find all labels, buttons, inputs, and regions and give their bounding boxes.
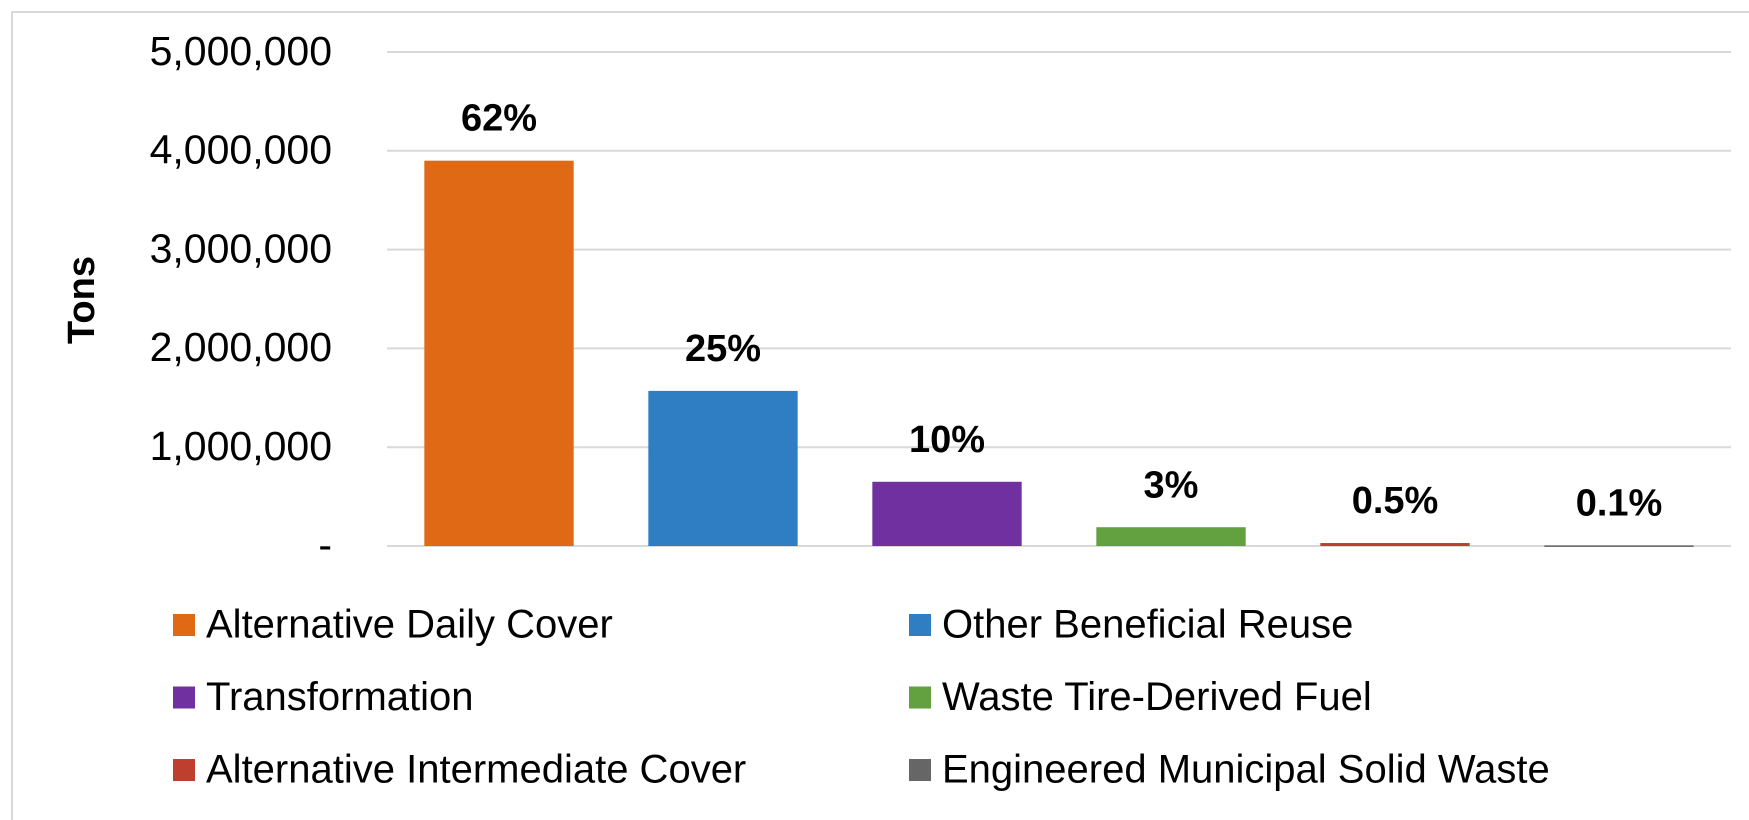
data-label: 25% bbox=[685, 328, 761, 370]
y-axis-label: Tons bbox=[61, 256, 103, 344]
bar bbox=[1320, 543, 1470, 546]
bar bbox=[1544, 545, 1694, 547]
legend-swatch bbox=[909, 759, 931, 781]
bar bbox=[424, 160, 574, 546]
y-tick-label: 5,000,000 bbox=[150, 28, 332, 74]
bar bbox=[872, 481, 1022, 546]
legend-label: Transformation bbox=[206, 675, 474, 719]
legend-swatch bbox=[173, 686, 195, 709]
y-tick-label: 3,000,000 bbox=[150, 225, 332, 271]
data-label: 3% bbox=[1144, 464, 1199, 506]
legend-label: Waste Tire-Derived Fuel bbox=[942, 675, 1372, 719]
legend-swatch bbox=[909, 614, 931, 636]
data-label: 10% bbox=[909, 419, 985, 461]
y-tick-label: - bbox=[318, 522, 332, 568]
legend-label: Engineered Municipal Solid Waste bbox=[942, 748, 1550, 792]
bar bbox=[648, 390, 798, 546]
legend-swatch bbox=[909, 686, 931, 709]
data-label: 62% bbox=[461, 98, 537, 140]
legend-swatch bbox=[173, 614, 195, 636]
y-tick-label: 2,000,000 bbox=[150, 324, 332, 370]
legend-label: Alternative Intermediate Cover bbox=[206, 748, 746, 792]
y-tick-label: 1,000,000 bbox=[150, 423, 332, 469]
data-label: 0.5% bbox=[1352, 480, 1439, 522]
y-tick-label: 4,000,000 bbox=[150, 127, 332, 173]
chart-frame bbox=[11, 11, 1749, 820]
legend-label: Alternative Daily Cover bbox=[206, 603, 613, 647]
data-label: 0.1% bbox=[1576, 482, 1663, 524]
legend-label: Other Beneficial Reuse bbox=[942, 603, 1353, 647]
legend-swatch bbox=[173, 759, 195, 781]
bar bbox=[1096, 527, 1246, 546]
